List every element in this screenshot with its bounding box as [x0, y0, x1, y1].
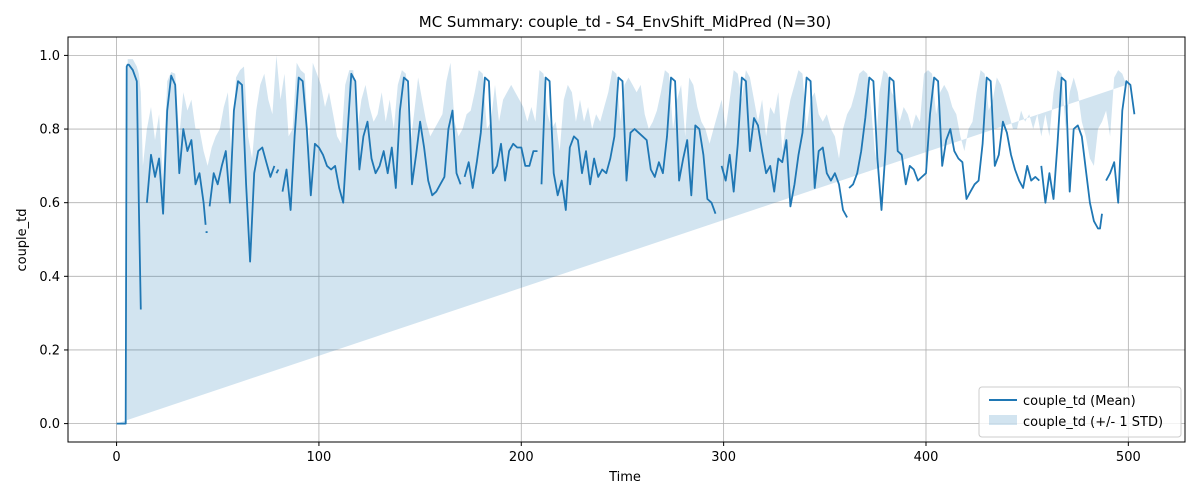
mean-line-segment: [540, 76, 717, 215]
mean-line-segment: [275, 169, 280, 174]
legend-band-swatch: [989, 415, 1017, 425]
mean-line-segment: [463, 76, 538, 189]
mean-line-segment: [848, 76, 1040, 211]
mean-line-segment: [208, 80, 276, 263]
legend-mean-label: couple_td (Mean): [1023, 394, 1136, 409]
y-tick-label: 0.0: [39, 417, 60, 432]
mean-line-segment: [146, 74, 207, 225]
chart-title: MC Summary: couple_td - S4_EnvShift_MidP…: [419, 13, 831, 32]
legend: couple_td (Mean) couple_td (+/- 1 STD): [978, 386, 1182, 438]
mean-line-segment: [281, 72, 462, 211]
x-tick-label: 100: [307, 450, 332, 465]
y-tick-label: 1.0: [39, 49, 60, 64]
legend-box: [978, 386, 1182, 438]
y-tick-label: 0.2: [39, 343, 60, 358]
x-tick-label: 0: [112, 450, 120, 465]
mean-line-segment: [720, 76, 848, 218]
x-tick-label: 500: [1116, 450, 1141, 465]
plot-frame: [67, 36, 1186, 443]
y-axis-label: couple_td: [15, 208, 30, 271]
y-tick-label: 0.4: [39, 270, 60, 285]
std-band: [116, 55, 1127, 424]
y-tick-label: 0.6: [39, 196, 60, 211]
x-axis-label: Time: [608, 470, 641, 485]
x-tick-label: 400: [914, 450, 939, 465]
y-ticks: 0.0 0.2 0.4 0.6 0.8 1.0: [39, 49, 68, 432]
plot-area: [116, 55, 1136, 425]
x-tick-label: 300: [711, 450, 736, 465]
y-tick-label: 0.8: [39, 123, 60, 138]
mean-line-segment: [1040, 76, 1103, 230]
x-tick-label: 200: [509, 450, 534, 465]
mean-line-segment: [1105, 80, 1136, 204]
x-ticks: 0 100 200 300 400 500: [112, 442, 1141, 465]
mean-line-segment: [116, 63, 142, 425]
mean-line: [116, 63, 1136, 425]
legend-band-label: couple_td (+/- 1 STD): [1023, 415, 1163, 430]
